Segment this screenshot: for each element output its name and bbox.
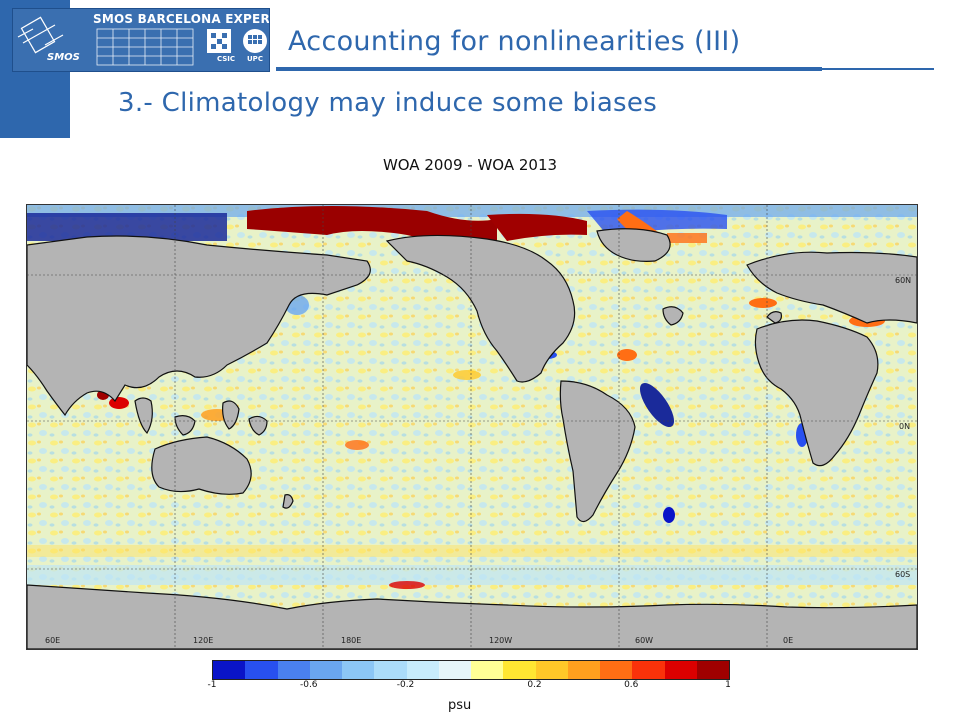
longitude-labels: 60E 120E 180E 120W 60W 0E xyxy=(45,636,793,645)
colorbar-cell xyxy=(535,661,568,679)
lon-label-60w: 60W xyxy=(635,636,653,645)
lat-label-60n: 60N xyxy=(895,276,911,285)
colorbar-cell xyxy=(277,661,310,679)
colorbar-cell xyxy=(471,661,504,679)
colorbar-units: psu xyxy=(448,698,472,713)
colorbar-cell xyxy=(632,661,665,679)
colorbar-cell xyxy=(438,661,471,679)
colorbar-cell xyxy=(406,661,439,679)
title-underline-accent xyxy=(276,67,822,71)
graticule xyxy=(27,205,917,649)
lon-label-120w: 120W xyxy=(489,636,512,645)
slide-subtitle: 3.- Climatology may induce some biases xyxy=(118,88,658,118)
colorbar-cell xyxy=(245,661,278,679)
colorbar-cell xyxy=(664,661,697,679)
colorbar-cell xyxy=(374,661,407,679)
map-title: WOA 2009 - WOA 2013 xyxy=(382,156,558,174)
colorbar-tick-labels: -1 -0.6 -0.2 0.2 0.6 1 xyxy=(208,680,731,694)
colorbar-tick: -1 xyxy=(207,680,217,690)
colorbar-cell xyxy=(503,661,536,679)
logo-upc-text: UPC xyxy=(247,55,263,63)
lat-label-60s: 60S xyxy=(895,570,910,579)
colorbar-cell xyxy=(567,661,600,679)
colorbar-cell xyxy=(309,661,342,679)
logo-smos-text: SMOS xyxy=(47,52,80,63)
salinity-difference-map: 60E 120E 180E 120W 60W 0E 60N 0N 60S xyxy=(26,204,918,650)
land-masses xyxy=(27,228,917,649)
colorbar-tick: 0.2 xyxy=(527,680,542,690)
colorbar-cell xyxy=(696,661,729,679)
lon-label-180e: 180E xyxy=(341,636,361,645)
lat-label-0n: 0N xyxy=(899,422,910,431)
colorbar-tick: -0.6 xyxy=(299,680,318,690)
colorbar-tick: 1 xyxy=(725,680,731,690)
colorbar-cell xyxy=(600,661,633,679)
latitude-labels: 60N 0N 60S xyxy=(895,276,911,579)
colorbar-cell xyxy=(342,661,375,679)
lon-label-60e: 60E xyxy=(45,636,60,645)
lon-label-0e: 0E xyxy=(783,636,793,645)
logo-graphic xyxy=(17,16,267,66)
slide-title: Accounting for nonlinearities (III) xyxy=(288,26,741,57)
colorbar-tick: -0.2 xyxy=(396,680,415,690)
lon-label-120e: 120E xyxy=(193,636,213,645)
colorbar-cell xyxy=(213,661,246,679)
smos-bec-logo: SMOS BARCELONA EXPERT CENTRE SMOS CSIC U… xyxy=(12,8,270,72)
colorbar-tick: 0.6 xyxy=(624,680,639,690)
logo-title: SMOS BARCELONA EXPERT CENTRE xyxy=(93,12,270,26)
logo-csic-text: CSIC xyxy=(217,55,236,63)
colorbar xyxy=(212,660,730,680)
